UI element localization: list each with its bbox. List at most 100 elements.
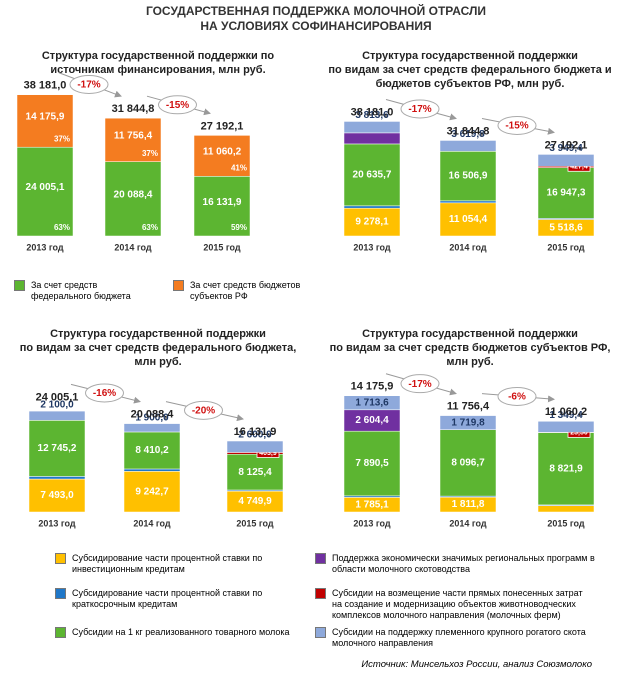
value-label: 20 635,7: [353, 170, 392, 181]
value-label: 2 100,0: [40, 400, 74, 411]
page-title: ГОСУДАРСТВЕННАЯ ПОДДЕРЖКА МОЛОЧНОЙ ОТРАС…: [146, 3, 486, 18]
chart-title: по видам за счет средств бюджетов субъек…: [330, 342, 611, 354]
bar-segment: [123, 431, 181, 470]
legend-label: Субсидирование части процентной ставки п…: [72, 588, 263, 609]
share-label: 41%: [231, 163, 247, 172]
change-label: -17%: [77, 80, 100, 91]
legend-label: Субсидии на поддержку племенного крупног…: [332, 627, 586, 648]
bar-segment: [439, 151, 497, 202]
bar-segment: [16, 94, 74, 148]
bar-segment: [343, 121, 401, 134]
legend-label: Поддержка экономически значимых регионал…: [332, 553, 595, 574]
legend-swatch: [315, 553, 326, 564]
share-label: 37%: [54, 134, 70, 143]
value-label: 8 821,9: [549, 463, 583, 474]
change-badge: [497, 386, 537, 406]
value-label: 24 005,1: [26, 182, 65, 193]
value-label: 2 600,0: [238, 430, 272, 441]
x-tick-label: 2013 год: [353, 518, 391, 528]
legend-item: За счет средств бюджетов субъектов РФ: [173, 280, 313, 302]
change-label: -16%: [93, 388, 116, 399]
bar-segment: [123, 423, 181, 433]
bar-segment: [343, 207, 401, 237]
legend-swatch: [55, 627, 66, 638]
legend-label: Субсидии на возмещение части прямых поне…: [332, 588, 583, 620]
change-badge: [400, 99, 440, 119]
value-label: 16 506,9: [449, 171, 488, 182]
bar-segment: [439, 415, 497, 430]
value-label: 11 756,4: [114, 131, 153, 142]
total-label: 16 131,9: [234, 426, 277, 438]
change-label: -17%: [408, 379, 431, 390]
x-tick-label: 2014 год: [449, 242, 487, 252]
legend-item: Субсидирование части процентной ставки п…: [55, 553, 295, 575]
value-label: 11 060,2: [203, 146, 242, 157]
legend-label: Субсидии на 1 кг реализованного товарног…: [72, 627, 290, 637]
value-label: 1 719,8: [451, 417, 485, 428]
legend-swatch: [173, 280, 184, 291]
value-label: 12 745,2: [38, 443, 77, 454]
value-label: 3 813,6: [355, 110, 389, 121]
value-label: 7 493,0: [40, 490, 74, 501]
bar-segment: [343, 205, 401, 209]
value-label: 4 749,9: [238, 496, 272, 507]
total-label: 31 844,8: [447, 125, 490, 137]
share-label: 59%: [231, 223, 247, 232]
share-label: 63%: [142, 223, 158, 232]
x-tick-label: 2013 год: [38, 518, 76, 528]
bar-segment: [28, 420, 86, 477]
total-label: 11 060,2: [545, 406, 587, 418]
bar-segment: [28, 410, 86, 421]
chart-title: Структура государственной поддержки: [362, 328, 578, 340]
value-label: 2 604,4: [355, 415, 389, 426]
value-label: 1 785,1: [355, 499, 389, 510]
legend-swatch: [14, 280, 25, 291]
total-label: 20 088,4: [131, 409, 175, 421]
change-badge: [400, 374, 440, 394]
bar-segment: [439, 140, 497, 152]
value-label: 3 619,8: [451, 129, 485, 140]
change-badge: [184, 400, 223, 420]
legend-swatch: [315, 588, 326, 599]
chart-title: Структура государственной поддержки по: [42, 50, 275, 62]
total-label: 38 181,0: [351, 106, 394, 118]
value-label: 5 518,6: [549, 222, 583, 233]
bar-segment: [537, 167, 595, 219]
bar-segment: [343, 143, 401, 207]
x-tick-label: 2013 год: [353, 242, 391, 252]
change-label: -6%: [508, 392, 526, 403]
value-label: 16 131,9: [203, 197, 242, 208]
legend-swatch: [55, 588, 66, 599]
change-label: -15%: [166, 100, 189, 111]
legend-item: Субсидии на 1 кг реализованного товарног…: [55, 627, 295, 638]
chart-title: бюджетов субъектов РФ, млн руб.: [376, 78, 565, 90]
legend-item: Поддержка экономически значимых регионал…: [315, 553, 595, 575]
value-label: 9 242,7: [135, 486, 169, 497]
chart-title: по видам за счет средств федерального бю…: [20, 342, 297, 354]
total-label: 11 756,4: [447, 401, 490, 413]
change-label: -17%: [408, 104, 431, 115]
bar-segment: [537, 421, 595, 433]
change-badge: [69, 74, 109, 94]
value-label: 23,50: [570, 430, 588, 437]
value-label: 1 811,8: [452, 499, 485, 510]
value-label: 1 349,4: [549, 410, 583, 421]
total-label: 27 192,1: [545, 139, 588, 151]
change-badge: [158, 95, 197, 115]
change-label: -15%: [505, 121, 528, 132]
value-label: 1 713,6: [355, 397, 389, 408]
total-label: 31 844,8: [112, 103, 155, 115]
change-badge: [497, 115, 537, 135]
x-tick-label: 2015 год: [547, 518, 585, 528]
share-label: 37%: [142, 149, 158, 158]
bar-segment: [537, 154, 595, 167]
legend-label: Субсидирование части процентной ставки п…: [72, 553, 263, 574]
bar-segment: [537, 432, 595, 506]
bar-segment: [226, 440, 284, 453]
legend-swatch: [55, 553, 66, 564]
value-label: 9 278,1: [355, 217, 389, 228]
chart-title: Структура государственной поддержки: [362, 50, 578, 62]
change-label: -20%: [192, 405, 215, 416]
